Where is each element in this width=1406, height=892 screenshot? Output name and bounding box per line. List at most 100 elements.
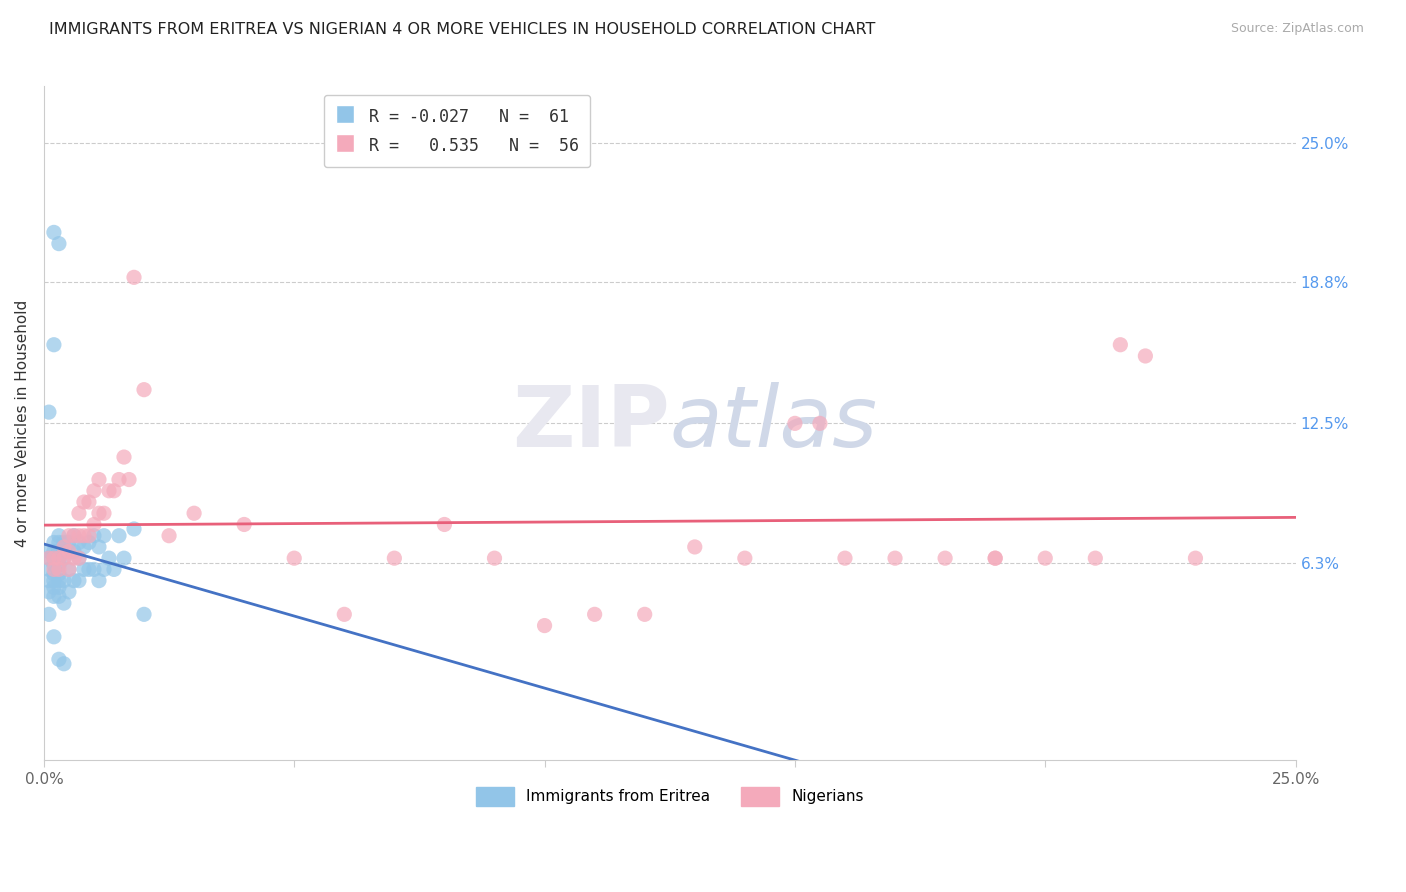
Point [77,562,100,576]
Point [63,544,86,558]
Point [58,585,80,599]
Point [67,529,90,543]
Point [42,558,65,572]
Point [58,544,80,558]
Point [83,483,105,498]
Point [63,529,86,543]
Point [42,566,65,581]
Point [1033,551,1056,566]
Point [48,581,70,595]
Point [67,535,90,549]
Point [58,535,80,549]
Point [38,585,60,599]
Point [118,473,141,487]
Point [63,574,86,588]
Point [48,236,70,251]
Point [67,551,90,566]
Text: atlas: atlas [669,382,877,465]
Legend: Immigrants from Eritrea, Nigerians: Immigrants from Eritrea, Nigerians [468,780,872,814]
Point [83,529,105,543]
Point [42,337,65,351]
Point [48,535,70,549]
Point [103,483,125,498]
Point [42,574,65,588]
Point [93,506,115,520]
Point [48,652,70,666]
Point [634,607,657,622]
Point [112,551,135,566]
Point [52,596,75,610]
Point [333,607,356,622]
Point [122,522,145,536]
Point [157,529,180,543]
Point [683,540,706,554]
Text: IMMIGRANTS FROM ERITREA VS NIGERIAN 4 OR MORE VEHICLES IN HOUSEHOLD CORRELATION : IMMIGRANTS FROM ERITREA VS NIGERIAN 4 OR… [49,22,876,37]
Point [112,450,135,464]
Point [73,495,96,509]
Point [58,529,80,543]
Point [233,517,256,532]
Point [93,529,115,543]
Point [48,558,70,572]
Point [38,574,60,588]
Point [42,551,65,566]
Point [734,551,756,566]
Point [48,562,70,576]
Point [98,483,121,498]
Point [783,417,806,431]
Point [67,574,90,588]
Point [38,551,60,566]
Point [1084,551,1107,566]
Point [77,495,100,509]
Point [77,535,100,549]
Point [52,551,75,566]
Point [58,562,80,576]
Point [63,529,86,543]
Point [87,506,110,520]
Point [48,529,70,543]
Point [132,607,155,622]
Point [48,574,70,588]
Point [87,473,110,487]
Point [283,551,305,566]
Point [87,574,110,588]
Point [58,562,80,576]
Point [52,574,75,588]
Point [58,544,80,558]
Text: ZIP: ZIP [512,382,669,465]
Point [48,551,70,566]
Point [884,551,907,566]
Point [42,581,65,595]
Point [42,590,65,604]
Point [122,270,145,285]
Point [83,517,105,532]
Point [67,506,90,520]
Point [132,383,155,397]
Point [38,607,60,622]
Point [93,562,115,576]
Point [183,506,205,520]
Point [382,551,405,566]
Point [1109,337,1132,351]
Point [42,226,65,240]
Point [77,529,100,543]
Point [48,590,70,604]
Point [984,551,1007,566]
Point [52,551,75,566]
Point [98,551,121,566]
Point [1135,349,1157,363]
Point [583,607,606,622]
Point [48,551,70,566]
Point [834,551,856,566]
Point [73,529,96,543]
Point [484,551,506,566]
Point [52,657,75,671]
Point [42,630,65,644]
Point [48,566,70,581]
Point [38,551,60,566]
Point [38,562,60,576]
Point [73,562,96,576]
Point [808,417,831,431]
Point [83,562,105,576]
Point [934,551,956,566]
